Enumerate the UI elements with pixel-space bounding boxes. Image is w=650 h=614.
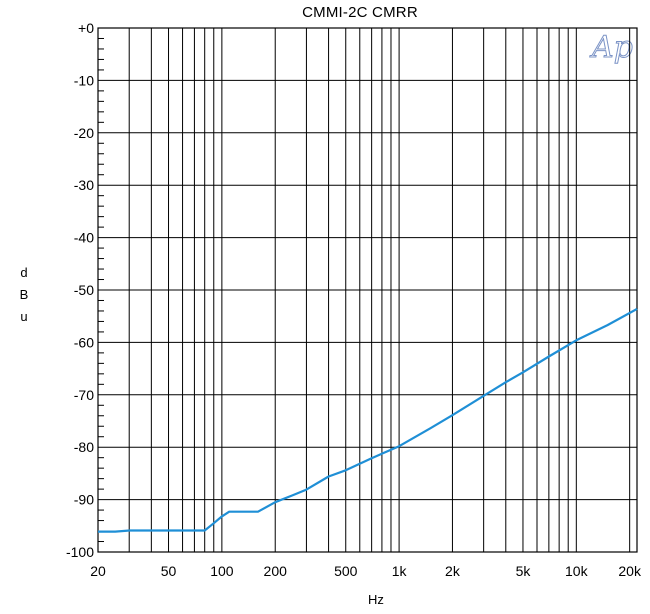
y-tick-label: -90 [74,492,94,508]
x-tick-label: 10k [565,563,589,579]
y-tick-label: -30 [74,177,94,193]
x-tick-label: 200 [264,563,288,579]
y-tick-label: -80 [74,439,94,455]
y-tick-label: -20 [74,125,94,141]
y-tick-label: -10 [74,72,94,88]
x-tick-label: 100 [210,563,234,579]
chart-title: CMMI-2C CMRR [302,4,418,21]
y-tick-label: -60 [74,334,94,350]
audio-precision-logo: Ap [592,30,634,66]
y-tick-label: -100 [66,544,94,560]
x-tick-label: 1k [392,563,408,579]
y-axis-label: dBu [19,265,29,324]
plot-frame [97,27,638,553]
x-tick-label: 5k [516,563,532,579]
y-tick-label: +0 [78,20,94,36]
y-tick-label: -50 [74,282,94,298]
y-tick-label: -70 [74,387,94,403]
x-axis-label: Hz [368,592,384,607]
y-tick-label: -40 [74,230,94,246]
x-tick-label: 2k [445,563,461,579]
cmrr-series-line [98,307,638,533]
x-tick-label: 500 [334,563,358,579]
x-tick-label: 20 [90,563,106,579]
x-tick-label: 20k [618,563,642,579]
x-tick-label: 50 [161,563,177,579]
